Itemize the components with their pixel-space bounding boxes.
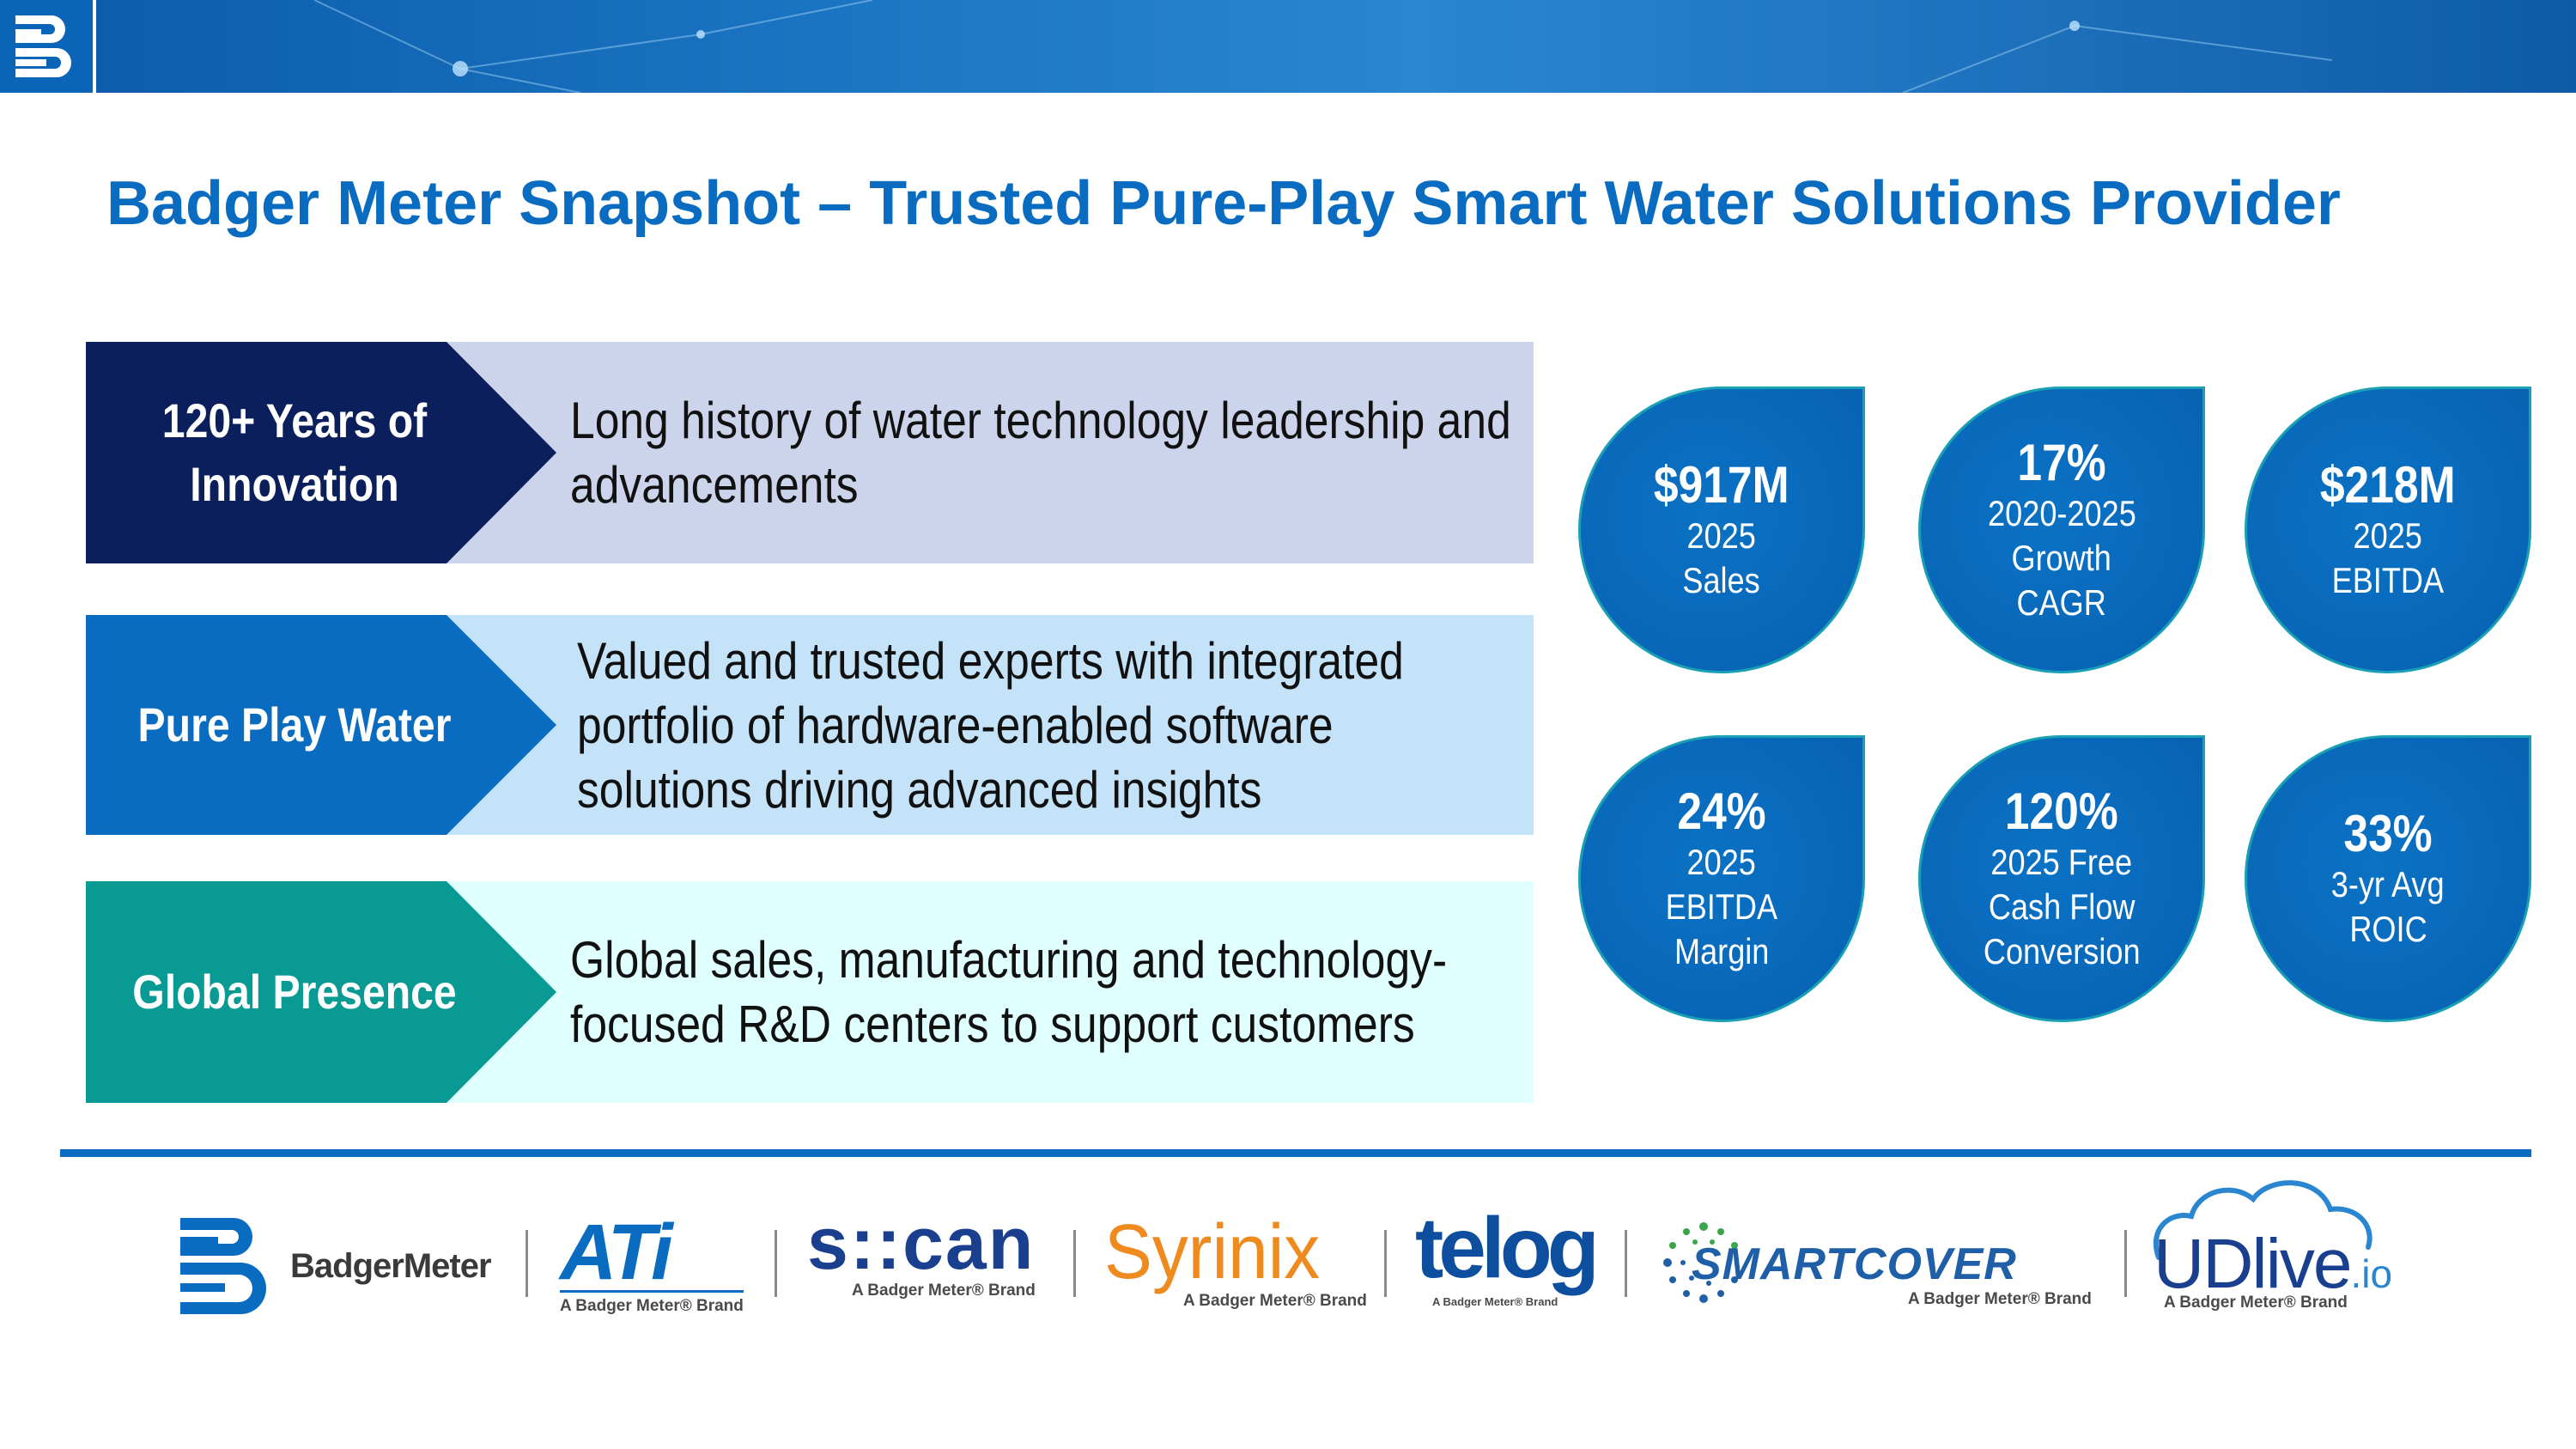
brand-badger-meter: BadgerMeter [177, 1213, 503, 1319]
brand-udlive: UDlive.io A Badger Meter® Brand [2150, 1178, 2408, 1321]
pillar-row-background [447, 881, 1534, 1103]
pillar-label: Global Presence [132, 965, 457, 1019]
pillar-description: Global sales, manufacturing and technolo… [570, 931, 1448, 1053]
brand-separator [775, 1230, 777, 1297]
banner-logo [0, 0, 96, 93]
brand-separator [526, 1230, 528, 1297]
page-title: Badger Meter Snapshot – Trusted Pure-Pla… [106, 169, 2341, 238]
pillar-chevron [86, 615, 556, 835]
brand-separator [1625, 1230, 1627, 1297]
pillar-label: Pure Play Water [137, 697, 452, 752]
pillar-description: Long history of water technology leaders… [570, 392, 1511, 514]
pillar-chevron [86, 342, 556, 563]
brand-ati-name: ATi [560, 1209, 673, 1296]
network-pattern-icon [313, 0, 2333, 93]
pillar-row-background [447, 615, 1534, 835]
brand-telog-name: telog [1415, 1200, 1600, 1296]
brand-scan-name: s::can [807, 1202, 1036, 1285]
kpi-roic: 33% 3-yr Avg ROIC [2245, 735, 2531, 1022]
brand-smartcover-name: SMARTCOVER [1692, 1239, 2017, 1289]
brand-scan: s::can A Badger Meter® Brand [807, 1202, 1036, 1300]
pillar-chevron [86, 881, 556, 1103]
brand-syrinix-name: Syrinix [1104, 1209, 1321, 1295]
kpi-ebitda-margin: 24% 2025 EBITDA Margin [1578, 735, 1865, 1022]
cloud-icon [2153, 1180, 2372, 1260]
pillar-label: 120+ Years of Innovation [161, 393, 428, 511]
kpi-growth-cagr: 17% 2020-2025 Growth CAGR [1918, 387, 2205, 673]
brand-badger-meter-name: BadgerMeter [290, 1247, 492, 1285]
brand-telog: telog A Badger Meter® Brand [1415, 1200, 1600, 1308]
kpi-ebitda: $218M 2025 EBITDA [2245, 387, 2531, 673]
kpi-fcf-conversion: 120% 2025 Free Cash Flow Conversion [1918, 735, 2205, 1022]
pillar-row-global: Global Presence Global sales, manufactur… [86, 881, 1534, 1103]
brand-udlive-name: UDlive.io [2154, 1225, 2393, 1303]
pillar-row-innovation: 120+ Years of Innovation Long history of… [86, 342, 1534, 563]
brand-separator [1384, 1230, 1387, 1297]
badger-meter-logo-icon [180, 1218, 266, 1314]
pillar-row-pure-play: Pure Play Water Valued and trusted exper… [86, 615, 1534, 835]
kpi-sales: $917M 2025 Sales [1578, 387, 1865, 673]
smartcover-dots-icon [1663, 1222, 1738, 1303]
brand-separator [1073, 1230, 1076, 1297]
pillar-row-background [447, 342, 1534, 563]
brand-separator [2124, 1230, 2127, 1297]
brand-ati-underline [560, 1290, 744, 1293]
brand-syrinix: Syrinix A Badger Meter® Brand [1104, 1209, 1367, 1310]
badger-meter-logo-icon [15, 15, 71, 77]
brand-smartcover: SMARTCOVER A Badger Meter® Brand [1661, 1218, 2107, 1314]
brand-ati: ATi A Badger Meter® Brand [560, 1209, 744, 1315]
section-divider [60, 1149, 2531, 1157]
top-banner [0, 0, 2576, 93]
pillar-description: Valued and trusted experts with integrat… [577, 631, 1404, 819]
